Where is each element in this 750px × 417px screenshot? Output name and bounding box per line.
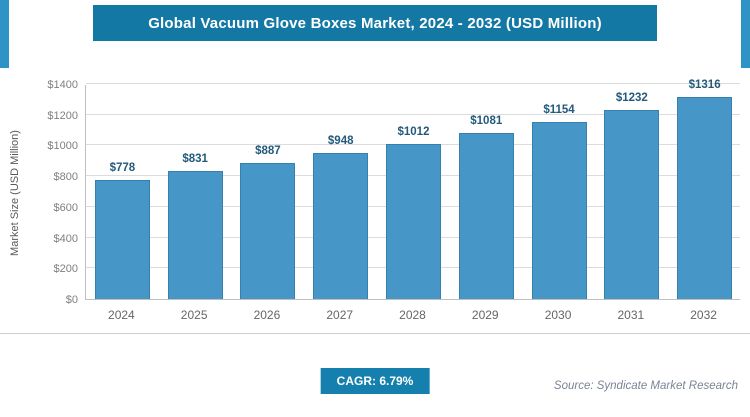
bar xyxy=(604,109,660,299)
bar xyxy=(94,179,150,299)
source-attribution: Source: Syndicate Market Research xyxy=(553,380,738,392)
bar-value-label: $1154 xyxy=(543,103,575,116)
bar xyxy=(313,153,369,299)
y-axis-labels: $0 $200 $400 $600 $800 $1000 $1200 $1400 xyxy=(0,79,78,306)
bar-value-label: $1232 xyxy=(615,91,648,104)
gridline xyxy=(86,83,740,84)
bar-value-label: $1081 xyxy=(470,115,503,127)
bar xyxy=(167,171,223,299)
x-tick-label: 2029 xyxy=(471,308,499,322)
x-tick-label: 2024 xyxy=(108,308,135,322)
bar-value-label: $948 xyxy=(327,135,354,148)
x-tick-label: 2032 xyxy=(690,308,717,322)
y-tick-label: $0 xyxy=(65,294,78,306)
y-tick-label: $1400 xyxy=(47,79,78,91)
x-tick-label: 2026 xyxy=(253,308,281,322)
x-tick-label: 2027 xyxy=(326,308,354,322)
y-tick-label: $200 xyxy=(53,263,78,276)
cagr-badge: CAGR: 6.79% xyxy=(320,368,430,394)
y-tick-label: $400 xyxy=(53,232,78,245)
bar-value-label: $1012 xyxy=(397,125,430,138)
x-tick-label: 2030 xyxy=(544,308,572,322)
y-tick-label: $600 xyxy=(53,201,78,214)
x-tick-label: 2031 xyxy=(617,308,645,322)
bar-value-label: $887 xyxy=(255,144,281,157)
footer-divider xyxy=(0,333,750,334)
right-edge-decoration xyxy=(741,0,750,68)
bar-value-label: $1316 xyxy=(688,78,721,91)
bar-value-label: $778 xyxy=(109,161,136,174)
left-edge-decoration xyxy=(0,0,9,68)
x-tick-label: 2028 xyxy=(399,308,426,322)
bar-value-label: $831 xyxy=(182,153,208,166)
bar xyxy=(531,121,587,299)
x-tick-label: 2025 xyxy=(180,308,208,322)
y-tick-label: $1200 xyxy=(47,109,78,122)
bar xyxy=(458,133,514,299)
chart-title: Global Vacuum Glove Boxes Market, 2024 -… xyxy=(93,5,657,41)
plot-area: $778 $831 $887 $948 $1012 $1081 $1154 $1232 $131… xyxy=(85,79,740,300)
x-axis-labels: 2024 2025 2026 2027 2028 2029 2030 2031 2032 xyxy=(85,308,740,324)
bar xyxy=(386,143,441,299)
bar xyxy=(240,162,296,299)
gridline xyxy=(86,113,740,115)
y-tick-label: $800 xyxy=(53,171,78,184)
y-tick-label: $1000 xyxy=(47,140,78,153)
bar xyxy=(677,96,733,299)
